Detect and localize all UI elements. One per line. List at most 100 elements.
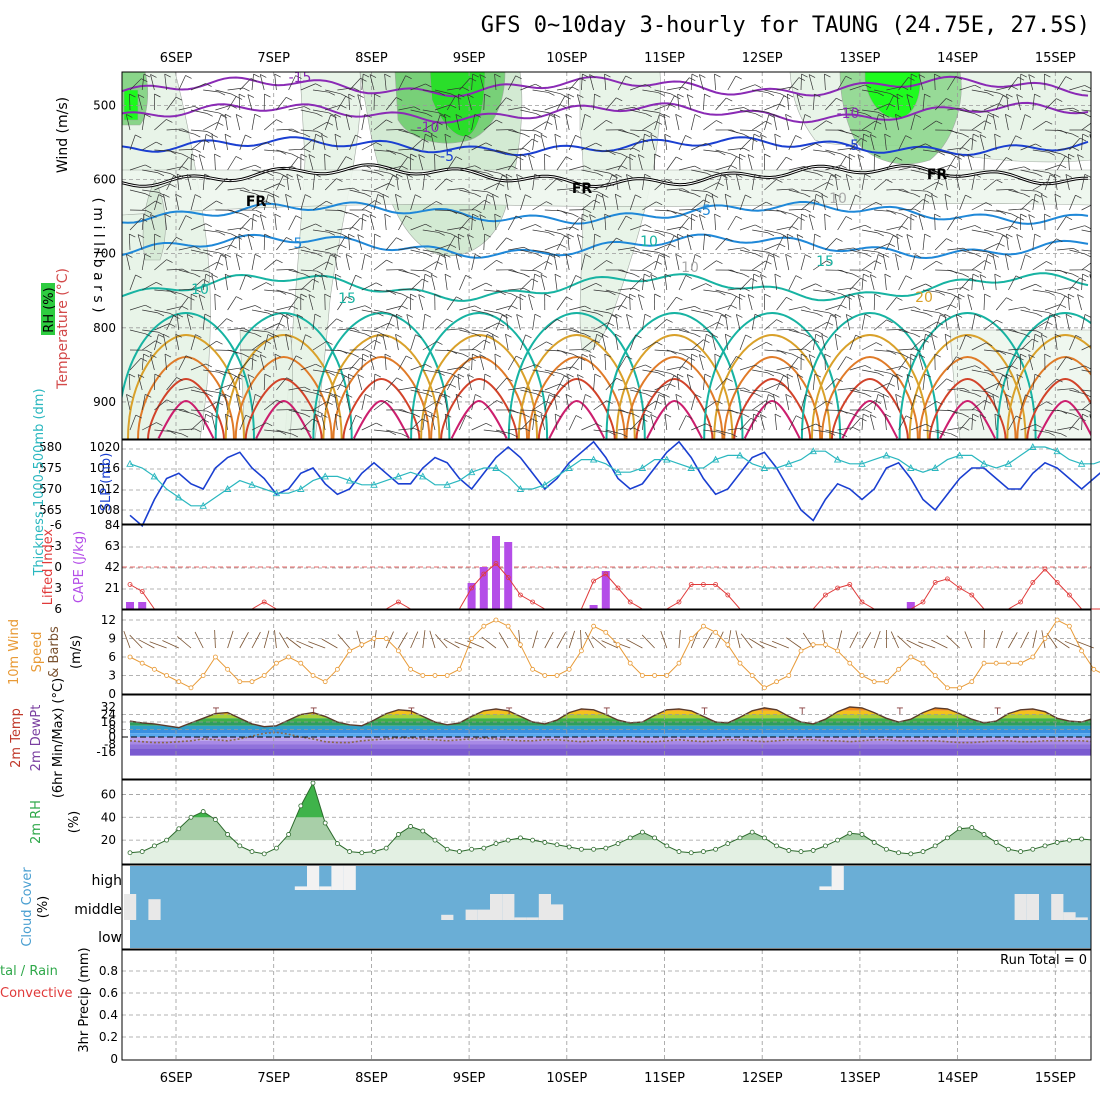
wind-barb-flag <box>863 133 870 138</box>
wind-barb-flag <box>224 253 232 258</box>
wind-barb <box>215 244 231 251</box>
wind-barb <box>617 356 627 371</box>
wind-barb <box>325 369 341 375</box>
wind-barb <box>581 199 595 211</box>
wind-barb-flag <box>609 172 616 177</box>
wind-speed-marker <box>408 666 414 672</box>
wind-barb-flag <box>1082 133 1089 138</box>
wind-barb-flag <box>1034 373 1042 378</box>
wind-barb-flag <box>915 394 922 398</box>
wind-barb-flag <box>641 278 648 282</box>
wind-barb-flag <box>934 353 941 358</box>
wind-barb-flag <box>126 254 133 258</box>
wind-barb-flag <box>565 254 573 258</box>
wind-barb-flag <box>135 274 142 279</box>
wind-barb <box>739 194 746 211</box>
wind-barb-flag <box>1096 343 1100 346</box>
wind-barb <box>471 200 485 211</box>
wind-barb-flag <box>145 210 153 214</box>
wind-barb <box>629 194 636 211</box>
wind-barb <box>1008 77 1019 91</box>
wind-barb <box>556 188 573 191</box>
wind-barb <box>959 277 971 291</box>
wind-barb <box>410 278 423 291</box>
wind-barb-flag <box>646 270 653 274</box>
wind-barb-flag <box>218 112 226 117</box>
wind-barb-flag <box>767 391 775 396</box>
wind-barb-flag <box>584 193 591 198</box>
li-tick: -3 <box>50 539 62 553</box>
surface-barb <box>740 633 753 649</box>
wind-barb-flag <box>191 293 198 298</box>
wind-barb-flag <box>357 374 364 378</box>
wind-barb <box>813 260 827 271</box>
wind-barb <box>666 95 675 111</box>
lowlevel-contour <box>635 377 714 439</box>
wind-barb <box>178 386 195 391</box>
wind-barb <box>581 254 586 271</box>
li-marker <box>127 582 133 587</box>
wind-barb-flag <box>664 273 672 278</box>
wind-barb-flag <box>438 91 445 96</box>
wind-barb-flag <box>629 293 636 298</box>
wind-speed-marker <box>957 685 962 691</box>
temp-label-a: 2m Temp <box>9 708 24 768</box>
wind-barb <box>348 94 350 111</box>
wind-barb-flag <box>166 259 173 263</box>
wind-barb-flag <box>767 251 775 256</box>
wind-barb <box>296 314 302 331</box>
wind-barb <box>467 374 472 391</box>
wind-barb <box>848 154 851 171</box>
lowlevel-contour <box>733 377 812 439</box>
cloud-mid-bar <box>441 914 454 920</box>
wind-barb-flag <box>792 188 799 193</box>
wind-barb-flag <box>1034 333 1042 338</box>
wind-barb <box>971 134 974 151</box>
wind-barb <box>983 394 988 411</box>
wind-barb-flag <box>1056 98 1063 102</box>
wind-barb-flag <box>414 428 421 432</box>
thickness-marker <box>516 485 525 492</box>
wind-barb <box>288 409 305 415</box>
wind-barb <box>508 246 525 251</box>
wind-barb-flag <box>735 215 743 220</box>
wind-barb <box>813 429 830 433</box>
wind-barb <box>251 254 256 271</box>
wind-barb <box>471 339 485 351</box>
wind-barb-flag <box>472 213 479 218</box>
wind-barb <box>1044 378 1057 391</box>
surface-barb <box>861 632 872 649</box>
wind-barb-flag <box>694 209 702 213</box>
wind-barb <box>203 200 217 211</box>
lowlevel-contour <box>743 399 802 439</box>
wind-barb <box>834 314 838 331</box>
wind-barb <box>483 194 488 211</box>
rh-marker <box>151 843 157 849</box>
wind-speed-marker <box>505 623 511 629</box>
thickness-marker <box>833 455 842 463</box>
wind-barb <box>495 97 507 111</box>
wind-barb <box>349 305 366 311</box>
wind-barb-flag <box>531 418 538 422</box>
wind-barb <box>471 142 487 151</box>
wind-barb-flag <box>963 427 970 431</box>
wind-barb-flag <box>1072 413 1079 418</box>
wind-barb-flag <box>694 193 701 198</box>
wind-barb-flag <box>675 254 682 258</box>
wind-barb <box>654 369 671 374</box>
wind-barb-flag <box>291 153 299 158</box>
wind-barb-flag <box>424 173 431 178</box>
wind-barb <box>1028 354 1034 371</box>
wind-barb <box>642 314 646 331</box>
wind-barb <box>825 304 841 311</box>
wind-barb-flag <box>575 415 583 419</box>
wind-barb-flag <box>855 194 862 199</box>
wind-barb-flag <box>413 133 421 138</box>
wind-barb <box>312 369 329 373</box>
wind-barb <box>947 156 956 171</box>
wind-barb-flag <box>730 304 738 309</box>
wind-barb <box>1057 269 1073 275</box>
rh-marker <box>908 851 914 857</box>
wind-barb-flag <box>972 133 980 138</box>
